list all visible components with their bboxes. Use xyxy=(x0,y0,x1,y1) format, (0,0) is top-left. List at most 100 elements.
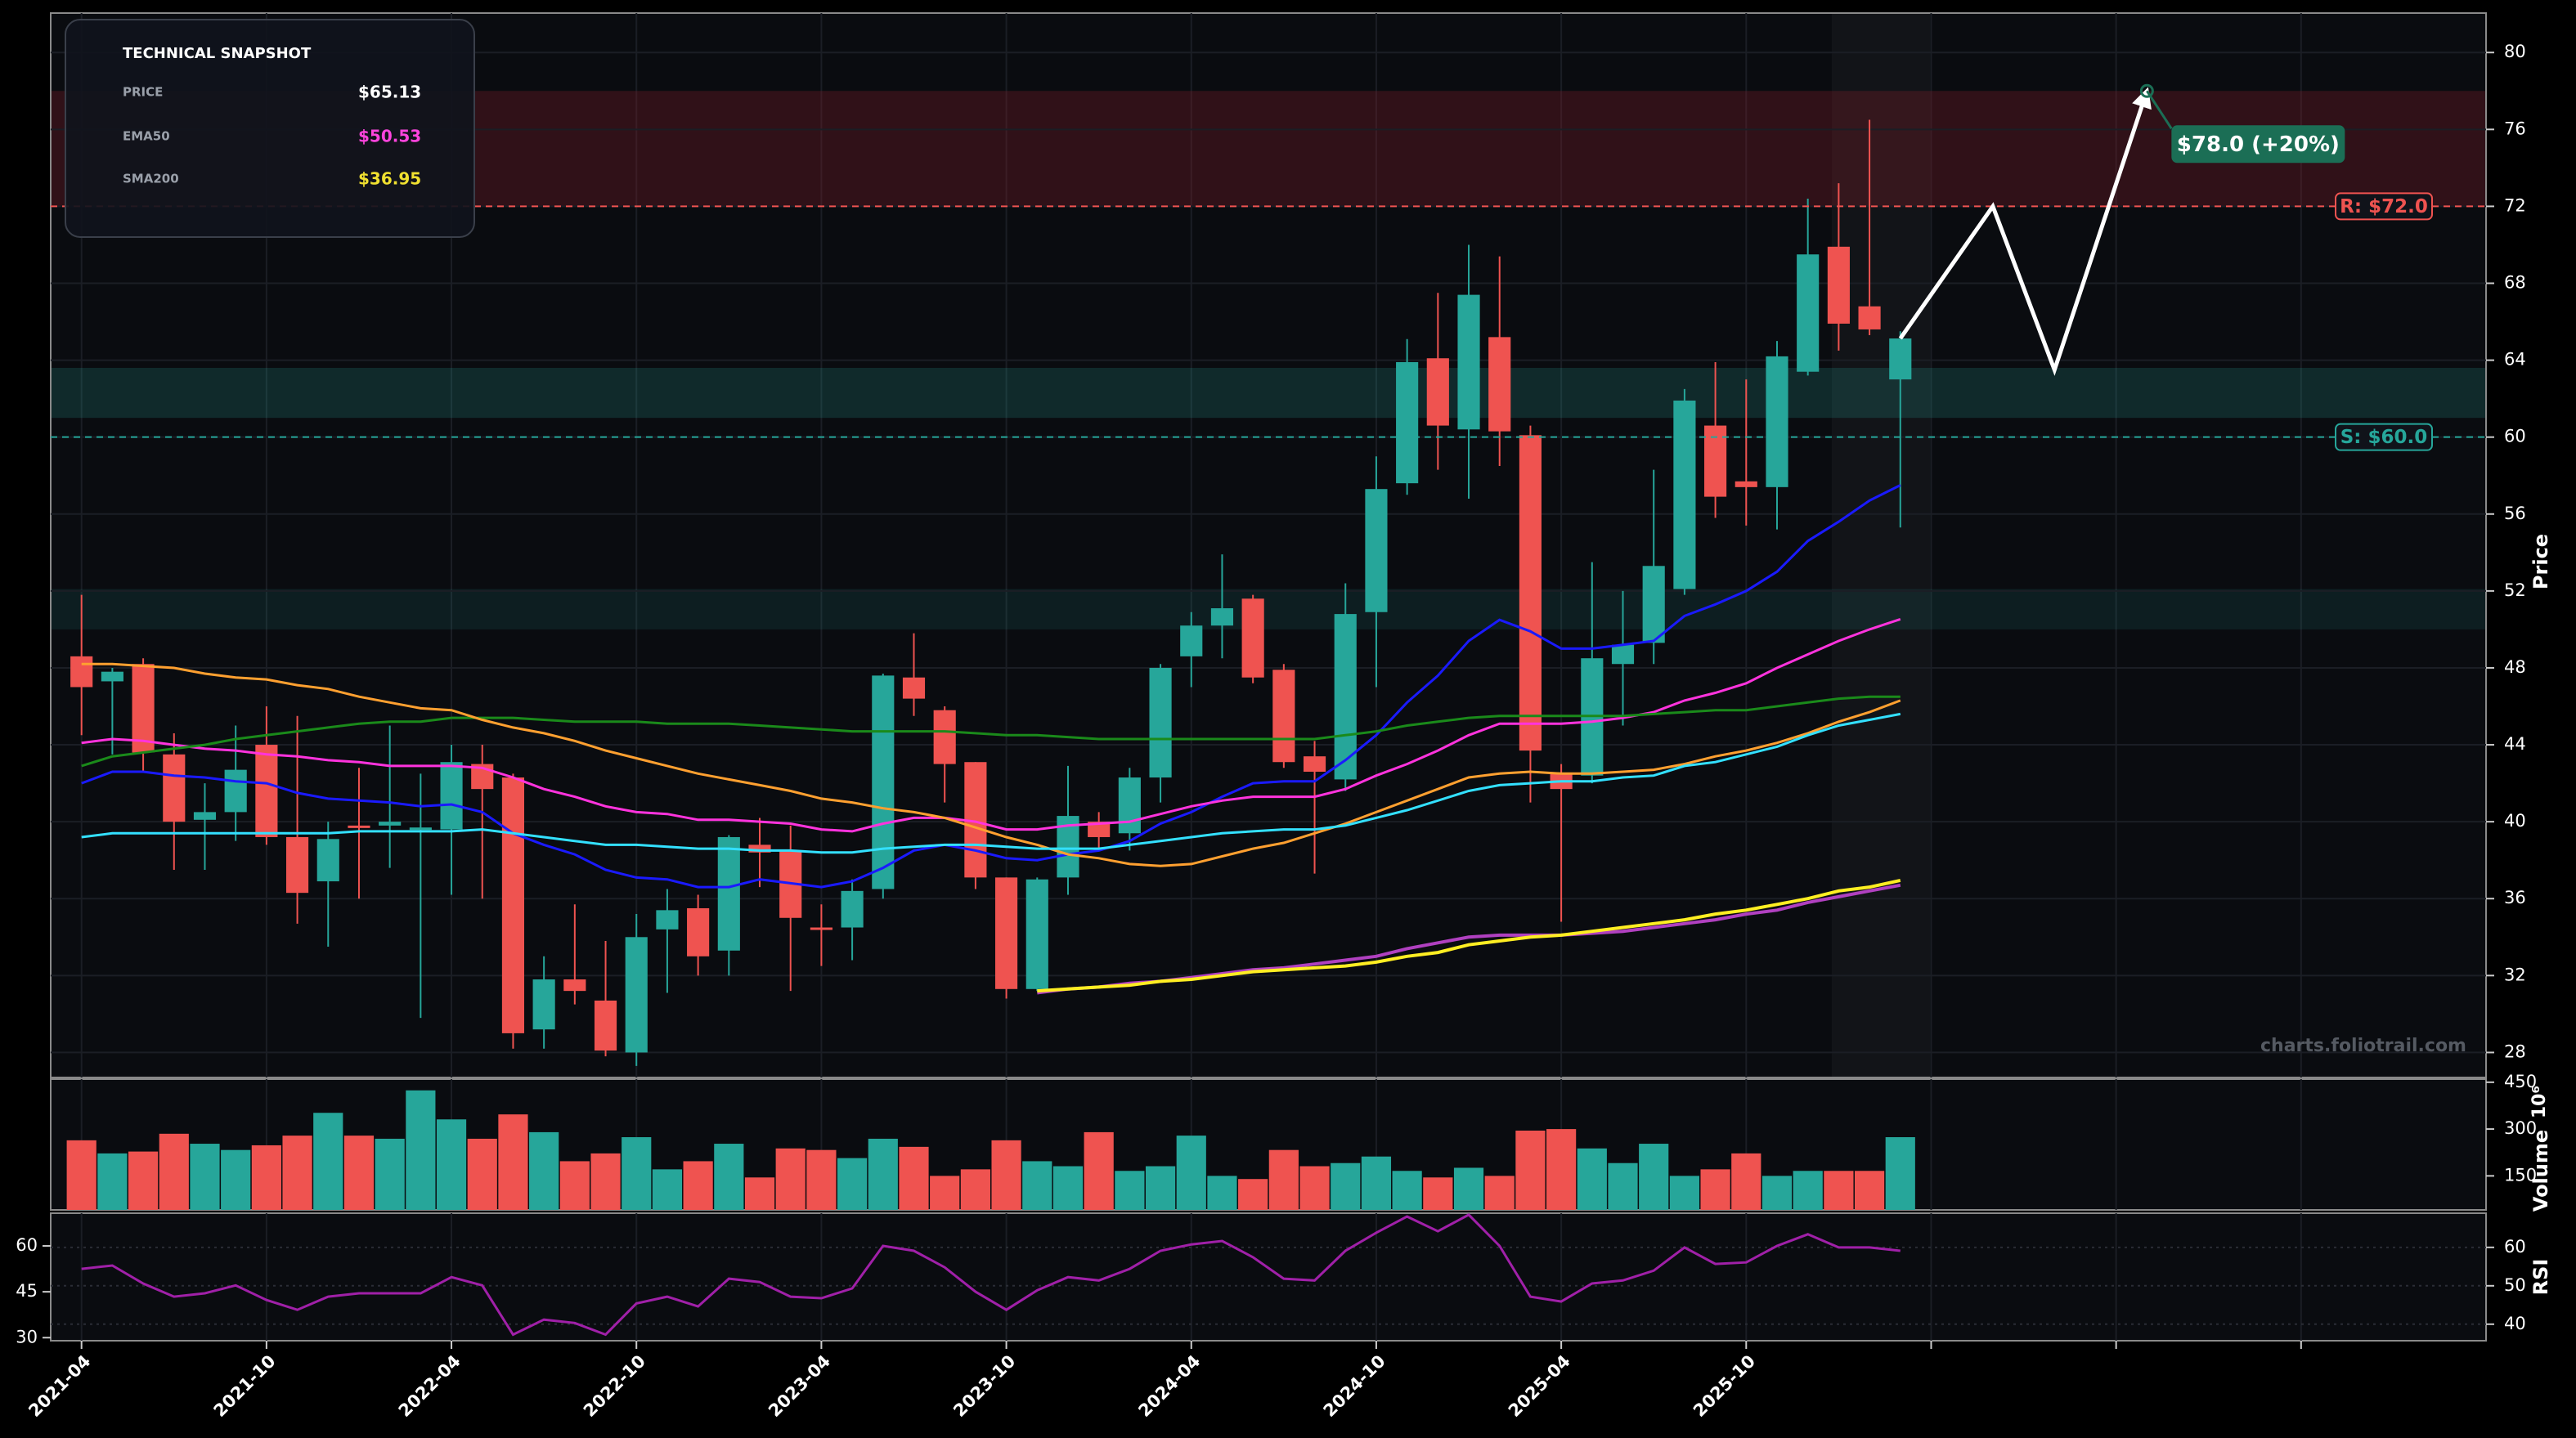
axis-scale-label: 10⁶ xyxy=(2529,1086,2550,1118)
volume-bar xyxy=(1731,1153,1761,1210)
moving-average-line xyxy=(81,662,1901,867)
candle-body xyxy=(1426,358,1449,426)
candle-body xyxy=(995,877,1018,989)
candle-body xyxy=(1088,822,1111,837)
target-connector xyxy=(2146,90,2173,130)
candle-body xyxy=(625,937,648,1053)
volume-bar xyxy=(1176,1136,1206,1210)
snapshot-value: $65.13 xyxy=(358,83,421,102)
y-tick-label: 80 xyxy=(2504,42,2526,61)
volume-bar xyxy=(1824,1171,1854,1210)
volume-bar xyxy=(1145,1166,1176,1210)
y-tick-label: 76 xyxy=(2504,119,2526,138)
level-label: S: $60.0 xyxy=(2340,427,2428,448)
y-tick-label: 44 xyxy=(2504,734,2526,754)
candle-body xyxy=(1611,644,1635,665)
candle-body xyxy=(224,769,247,813)
candle-body xyxy=(1303,756,1326,772)
snapshot-value: $36.95 xyxy=(358,169,421,189)
target-point xyxy=(2139,83,2154,98)
volume-bar xyxy=(498,1114,528,1210)
y-axis-label: Volume xyxy=(2529,1130,2552,1212)
y-tick-label: 450 xyxy=(2504,1072,2537,1091)
volume-bar xyxy=(221,1149,251,1210)
candle-body xyxy=(440,762,463,830)
volume-bar xyxy=(1238,1179,1268,1210)
candle-body xyxy=(316,839,339,882)
y-tick-label: 45 xyxy=(16,1281,38,1301)
volume-bar xyxy=(930,1176,960,1210)
volume-bar xyxy=(1207,1176,1237,1210)
volume-bar xyxy=(343,1136,375,1210)
volume-bar xyxy=(1115,1171,1145,1210)
volume-bar xyxy=(714,1144,744,1210)
projection-line xyxy=(1898,87,2152,376)
y-tick-label: 60 xyxy=(16,1235,38,1255)
volume-bar xyxy=(1392,1171,1422,1210)
candle-body xyxy=(1180,625,1203,656)
candle-body xyxy=(1365,489,1388,612)
level-label-box xyxy=(2335,192,2433,221)
y-tick-label: 68 xyxy=(2504,272,2526,292)
snapshot-value: $50.53 xyxy=(358,127,421,146)
snapshot-label: EMA50 xyxy=(123,129,170,144)
candle-body xyxy=(810,927,832,930)
y-tick-label: 40 xyxy=(2504,811,2526,831)
volume-bar xyxy=(899,1146,929,1210)
volume-bar xyxy=(1084,1131,1114,1210)
candle-body xyxy=(285,836,309,894)
volume-bar xyxy=(1700,1169,1730,1210)
snapshot-label: SMA200 xyxy=(123,172,179,186)
volume-bar xyxy=(868,1138,898,1210)
y-tick-label: 150 xyxy=(2504,1165,2537,1185)
volume-bar xyxy=(1669,1176,1699,1210)
moving-average-line xyxy=(81,712,1901,854)
candle-body xyxy=(1241,598,1264,678)
zone xyxy=(52,589,2485,629)
candle-body xyxy=(1334,614,1357,780)
y2-tick-label: 50 xyxy=(2504,1275,2526,1295)
volume-bar xyxy=(1453,1167,1484,1210)
snapshot-label: PRICE xyxy=(123,85,163,100)
rsi-line xyxy=(81,1213,1901,1337)
candle-body xyxy=(1025,879,1048,989)
candle-body xyxy=(687,907,710,956)
zone xyxy=(52,368,2485,419)
watermark: charts.foliotrail.com xyxy=(2260,1036,2466,1056)
snapshot-title: TECHNICAL SNAPSHOT xyxy=(123,45,312,62)
y-tick-label: 72 xyxy=(2504,195,2526,215)
candle-body xyxy=(348,825,370,828)
candle-body xyxy=(748,844,771,853)
candle-body xyxy=(563,979,586,992)
volume-bar xyxy=(1299,1166,1330,1210)
candle-body xyxy=(1149,667,1172,778)
candle-body xyxy=(717,836,740,951)
snapshot-frame xyxy=(65,19,475,238)
volume-bar xyxy=(744,1177,775,1210)
y-tick-label: 60 xyxy=(2504,427,2526,446)
volume-bar xyxy=(159,1133,189,1210)
candle-body xyxy=(193,812,217,820)
volume-bar xyxy=(683,1161,713,1210)
volume-bar xyxy=(1484,1176,1515,1210)
candle-body xyxy=(501,777,525,1033)
level-label-box xyxy=(2335,423,2433,451)
volume-bar xyxy=(806,1149,837,1210)
volume-bar xyxy=(529,1131,559,1210)
y-tick-label: 52 xyxy=(2504,580,2526,600)
candle-body xyxy=(1488,337,1511,432)
candle-body xyxy=(1858,306,1881,329)
panel xyxy=(50,1212,2487,1342)
volume-bar xyxy=(1423,1177,1453,1210)
volume-bar xyxy=(960,1169,990,1210)
target-label: $78.0 (+20%) xyxy=(2177,132,2340,157)
y-tick-label: 32 xyxy=(2504,965,2526,984)
volume-bar xyxy=(1361,1156,1392,1210)
candle-body xyxy=(656,910,679,930)
volume-bar xyxy=(436,1119,467,1210)
volume-bar xyxy=(190,1144,220,1210)
target-label-box xyxy=(2171,125,2345,164)
candle-body xyxy=(532,979,555,1030)
volume-bar xyxy=(1793,1171,1823,1210)
